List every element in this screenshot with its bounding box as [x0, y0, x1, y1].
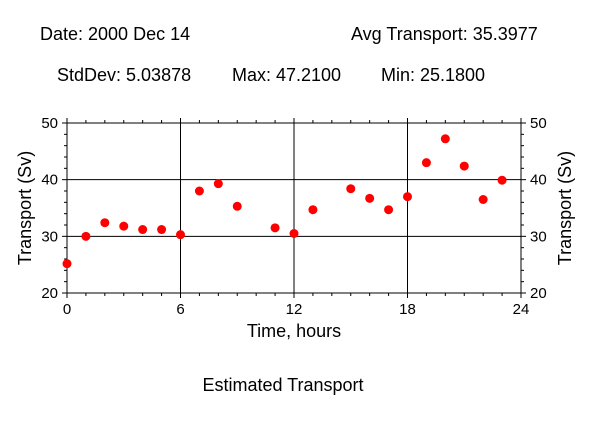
data-point	[403, 192, 412, 202]
min-label: Min: 25.1800	[381, 65, 486, 85]
x-tick-label: 6	[176, 301, 184, 318]
data-point	[270, 223, 280, 233]
y-tick-label-left: 30	[41, 228, 58, 245]
stddev-label: StdDev: 5.03878	[57, 65, 192, 85]
data-point	[62, 259, 72, 269]
data-point	[138, 225, 148, 235]
data-point	[365, 193, 375, 203]
data-point	[100, 218, 110, 228]
data-point	[232, 201, 242, 211]
x-axis-title: Time, hours	[247, 321, 341, 341]
chart-caption: Estimated Transport	[202, 375, 364, 395]
y-axis-title-right: Transport (Sv)	[555, 151, 575, 265]
y-tick-label-right: 50	[530, 115, 547, 132]
data-point	[81, 231, 91, 241]
data-point	[384, 205, 394, 215]
date-label: Date: 2000 Dec 14	[40, 24, 191, 44]
x-tick-label: 0	[63, 301, 71, 318]
x-tick-label: 18	[399, 301, 416, 318]
y-tick-label-left: 40	[41, 172, 58, 189]
y-tick-label-right: 30	[530, 228, 547, 245]
data-point	[289, 229, 299, 238]
y-tick-label-left: 20	[41, 285, 58, 302]
data-point	[421, 158, 431, 168]
data-point	[440, 134, 450, 144]
data-point	[194, 186, 204, 196]
y-tick-label-right: 20	[530, 285, 547, 302]
data-point	[119, 221, 129, 231]
y-axis-title-left: Transport (Sv)	[15, 151, 35, 265]
data-point	[176, 230, 185, 240]
data-point	[308, 205, 318, 215]
data-point	[478, 195, 488, 204]
max-label: Max: 47.2100	[232, 65, 342, 85]
avg-transport-label: Avg Transport: 35.3977	[351, 24, 538, 44]
data-point	[459, 161, 469, 171]
data-point	[346, 184, 356, 194]
y-tick-label-left: 50	[41, 115, 58, 132]
y-tick-label-right: 40	[530, 172, 547, 189]
data-point	[157, 225, 167, 235]
x-tick-label: 12	[286, 301, 303, 318]
data-point	[497, 175, 507, 185]
data-point	[213, 179, 223, 189]
x-tick-label: 24	[513, 301, 530, 318]
